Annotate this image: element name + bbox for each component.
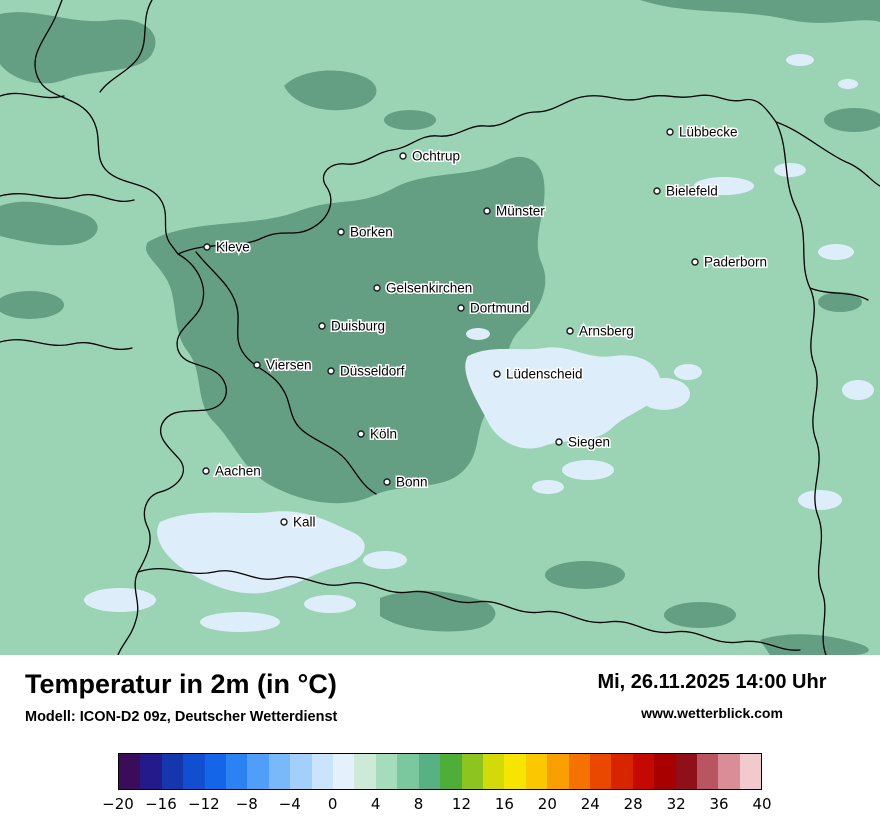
- colorbar-tick-label: 12: [451, 795, 471, 813]
- map-area: Lübbecke Ochtrup Bielefeld Münster Borken Kle…: [0, 0, 880, 655]
- colorbar-segment: [739, 754, 762, 789]
- colorbar-segment: [696, 754, 719, 789]
- colorbar-tick-label: 4: [370, 795, 381, 813]
- colorbar-segment: [547, 754, 569, 789]
- colorbar-tick-label: −4: [278, 795, 301, 813]
- city-dot: [253, 361, 261, 369]
- city-dot: [202, 467, 210, 475]
- forecast-datetime: Mi, 26.11.2025 14:00 Uhr: [597, 671, 827, 693]
- model-info: Modell: ICON-D2 09z, Deutscher Wetterdie…: [25, 709, 338, 725]
- city-label: Bielefeld: [666, 184, 718, 199]
- colorbar-ticks: −20 −16 −12 −8 −4 0 4 8 12 16 20 24 28 32 36 40: [102, 795, 771, 817]
- colorbar-segment: [226, 754, 248, 789]
- colorbar: [118, 753, 762, 790]
- caption-area: Temperatur in 2m (in °C) Modell: ICON-D2…: [0, 655, 880, 830]
- colorbar-segment: [333, 754, 355, 789]
- city-label: Kleve: [216, 240, 250, 255]
- city-label: Bonn: [396, 475, 428, 490]
- city-label: Duisburg: [331, 319, 385, 334]
- colorbar-segment: [675, 754, 697, 789]
- city-label: Münster: [496, 204, 545, 219]
- datetime-block: Mi, 26.11.2025 14:00 Uhr www.wetterblick…: [566, 671, 858, 721]
- city-label: Siegen: [568, 435, 610, 450]
- website-label: www.wetterblick.com: [641, 705, 783, 721]
- colorbar-segment: [311, 754, 334, 789]
- warm-regions: [0, 0, 880, 655]
- city-label: Kall: [293, 515, 316, 530]
- city-label: Arnsberg: [579, 324, 634, 339]
- colorbar-segment: [632, 754, 655, 789]
- colorbar-tick-label: −8: [235, 795, 258, 813]
- city-label: Ochtrup: [412, 149, 460, 164]
- colorbar-segment: [290, 754, 312, 789]
- city-dot: [203, 243, 211, 251]
- colorbar-segment: [247, 754, 269, 789]
- colorbar-segment: [461, 754, 483, 789]
- city-dot: [566, 327, 574, 335]
- colorbar-tick-label: 24: [580, 795, 600, 813]
- page-title: Temperatur in 2m (in °C): [25, 669, 337, 699]
- colorbar-tick-label: 0: [327, 795, 338, 813]
- city-dot: [357, 430, 365, 438]
- city-label: Lüdenscheid: [506, 367, 583, 382]
- colorbar-tick-label: −12: [188, 795, 220, 813]
- city-label: Gelsenkirchen: [386, 281, 472, 296]
- colorbar-segment: [375, 754, 398, 789]
- colorbar-tick-label: 28: [623, 795, 643, 813]
- temperature-map: Lübbecke Ochtrup Bielefeld Münster Borken Kle…: [0, 0, 880, 655]
- colorbar-segment: [119, 754, 141, 789]
- colorbar-segment: [183, 754, 205, 789]
- city-label: Düsseldorf: [340, 364, 405, 379]
- city-dot: [483, 207, 491, 215]
- city-dot: [280, 518, 288, 526]
- city-dot: [691, 258, 699, 266]
- city-markers: Lübbecke Ochtrup Bielefeld Münster Borken Kle…: [202, 123, 769, 531]
- colorbar-segment: [161, 754, 184, 789]
- colorbar-segment: [354, 754, 376, 789]
- city-dot: [399, 152, 407, 160]
- colorbar-segment: [568, 754, 590, 789]
- colorbar-segment: [525, 754, 548, 789]
- colorbar-segment: [140, 754, 162, 789]
- border-lines: [0, 0, 880, 655]
- colorbar-segment: [440, 754, 462, 789]
- city-dot: [318, 322, 326, 330]
- colorbar-tick-label: −16: [145, 795, 177, 813]
- city-dot: [666, 128, 674, 136]
- city-dot: [373, 284, 381, 292]
- colorbar-segment: [418, 754, 441, 789]
- colorbar-segment: [589, 754, 612, 789]
- colorbar-segment: [482, 754, 505, 789]
- colorbar-segment: [204, 754, 227, 789]
- city-label: Aachen: [215, 464, 261, 479]
- city-label: Dortmund: [470, 301, 529, 316]
- city-label: Borken: [350, 225, 393, 240]
- city-dot: [555, 438, 563, 446]
- city-dot: [493, 370, 501, 378]
- colorbar-tick-label: 20: [537, 795, 557, 813]
- colorbar-segment: [654, 754, 676, 789]
- city-label: Lübbecke: [679, 125, 738, 140]
- city-label: Paderborn: [704, 255, 767, 270]
- colorbar-tick-label: 16: [494, 795, 514, 813]
- colorbar-segment: [611, 754, 633, 789]
- city-dot: [327, 367, 335, 375]
- colorbar-tick-label: 36: [709, 795, 729, 813]
- colorbar-tick-label: 40: [752, 795, 772, 813]
- city-label: Viersen: [266, 358, 312, 373]
- colorbar-segment: [268, 754, 291, 789]
- city-dot: [383, 478, 391, 486]
- colorbar-segment: [718, 754, 740, 789]
- city-dot: [653, 187, 661, 195]
- city-label: Köln: [370, 427, 397, 442]
- colorbar-segment: [504, 754, 526, 789]
- cold-regions: [84, 54, 874, 632]
- colorbar-tick-label: 32: [666, 795, 686, 813]
- city-dot: [337, 228, 345, 236]
- colorbar-tick-label: 8: [413, 795, 424, 813]
- colorbar-segment: [397, 754, 419, 789]
- city-dot: [457, 304, 465, 312]
- colorbar-tick-label: −20: [102, 795, 134, 813]
